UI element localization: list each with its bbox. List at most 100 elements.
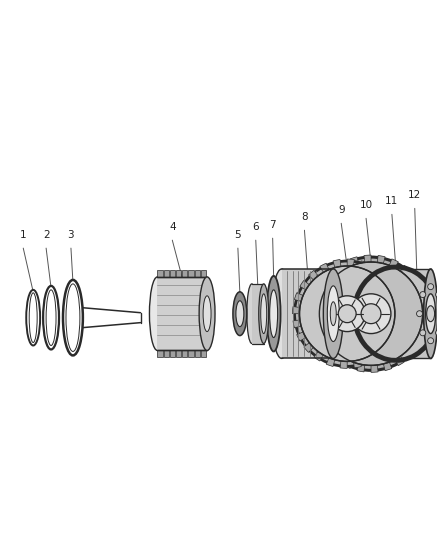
Bar (282, 269, 333, 358)
Ellipse shape (329, 296, 365, 332)
Ellipse shape (236, 301, 244, 327)
Wedge shape (332, 352, 342, 362)
Ellipse shape (327, 286, 339, 342)
Ellipse shape (272, 269, 292, 358)
Text: 7: 7 (269, 220, 276, 230)
Wedge shape (338, 262, 347, 272)
Wedge shape (294, 293, 304, 302)
Ellipse shape (314, 257, 427, 370)
Bar (164, 270, 169, 277)
Ellipse shape (426, 294, 436, 334)
Wedge shape (314, 351, 324, 361)
Ellipse shape (63, 280, 83, 356)
Wedge shape (357, 363, 365, 372)
Wedge shape (297, 332, 307, 341)
Wedge shape (340, 360, 347, 368)
Wedge shape (418, 326, 428, 335)
Bar (188, 270, 194, 277)
Ellipse shape (233, 292, 247, 336)
Wedge shape (364, 255, 371, 263)
Wedge shape (416, 286, 426, 296)
Text: 1: 1 (20, 230, 27, 240)
Bar (170, 270, 175, 277)
Bar (164, 351, 169, 358)
Ellipse shape (397, 269, 409, 358)
Wedge shape (304, 342, 314, 352)
Wedge shape (327, 270, 337, 280)
Ellipse shape (435, 292, 438, 297)
Ellipse shape (427, 306, 434, 321)
Ellipse shape (417, 311, 423, 317)
Ellipse shape (323, 269, 343, 358)
Wedge shape (314, 293, 324, 302)
Ellipse shape (46, 290, 56, 345)
Ellipse shape (361, 304, 381, 324)
Wedge shape (389, 259, 398, 269)
Ellipse shape (149, 277, 165, 351)
Text: 3: 3 (67, 230, 74, 240)
Wedge shape (413, 337, 423, 347)
Ellipse shape (435, 330, 438, 336)
Bar (157, 277, 207, 351)
Ellipse shape (267, 276, 281, 351)
Bar (182, 351, 187, 358)
Bar (170, 351, 175, 358)
Wedge shape (353, 359, 361, 368)
Wedge shape (319, 280, 329, 290)
Ellipse shape (43, 286, 59, 350)
Bar (176, 351, 181, 358)
Ellipse shape (420, 292, 426, 297)
Bar (188, 351, 194, 358)
Wedge shape (316, 332, 326, 341)
Wedge shape (390, 326, 400, 335)
Text: 10: 10 (360, 200, 373, 211)
Bar (194, 351, 200, 358)
Bar (403, 269, 431, 358)
Wedge shape (323, 343, 333, 352)
Bar (176, 270, 181, 277)
Wedge shape (350, 257, 359, 266)
Ellipse shape (26, 290, 40, 345)
Wedge shape (376, 347, 386, 357)
Text: 9: 9 (338, 205, 345, 215)
Text: 5: 5 (235, 230, 241, 240)
Ellipse shape (330, 302, 336, 326)
Bar (182, 270, 187, 277)
Wedge shape (312, 306, 321, 314)
Wedge shape (421, 314, 430, 321)
Wedge shape (405, 348, 415, 358)
Wedge shape (392, 300, 401, 308)
Wedge shape (384, 337, 395, 347)
Ellipse shape (247, 284, 257, 343)
Wedge shape (380, 275, 391, 285)
Ellipse shape (294, 261, 400, 366)
Ellipse shape (259, 284, 268, 343)
Wedge shape (308, 270, 319, 281)
Ellipse shape (424, 269, 438, 358)
Wedge shape (293, 320, 302, 328)
Wedge shape (393, 314, 402, 321)
Wedge shape (371, 266, 381, 277)
Ellipse shape (319, 262, 423, 365)
Wedge shape (300, 280, 310, 290)
Ellipse shape (199, 277, 215, 351)
Wedge shape (388, 286, 398, 296)
Ellipse shape (270, 290, 278, 337)
Ellipse shape (261, 294, 267, 334)
Wedge shape (383, 361, 392, 370)
Ellipse shape (300, 266, 395, 361)
Ellipse shape (203, 296, 211, 332)
Bar (201, 270, 206, 277)
Bar (157, 270, 162, 277)
Bar (157, 351, 162, 358)
Ellipse shape (427, 338, 434, 344)
Text: 11: 11 (385, 196, 399, 206)
Text: 4: 4 (169, 222, 176, 232)
Wedge shape (293, 306, 301, 314)
Text: 6: 6 (252, 222, 259, 232)
Wedge shape (313, 320, 322, 328)
Ellipse shape (351, 294, 391, 334)
Ellipse shape (66, 284, 80, 351)
Wedge shape (344, 359, 353, 368)
Wedge shape (377, 255, 385, 264)
